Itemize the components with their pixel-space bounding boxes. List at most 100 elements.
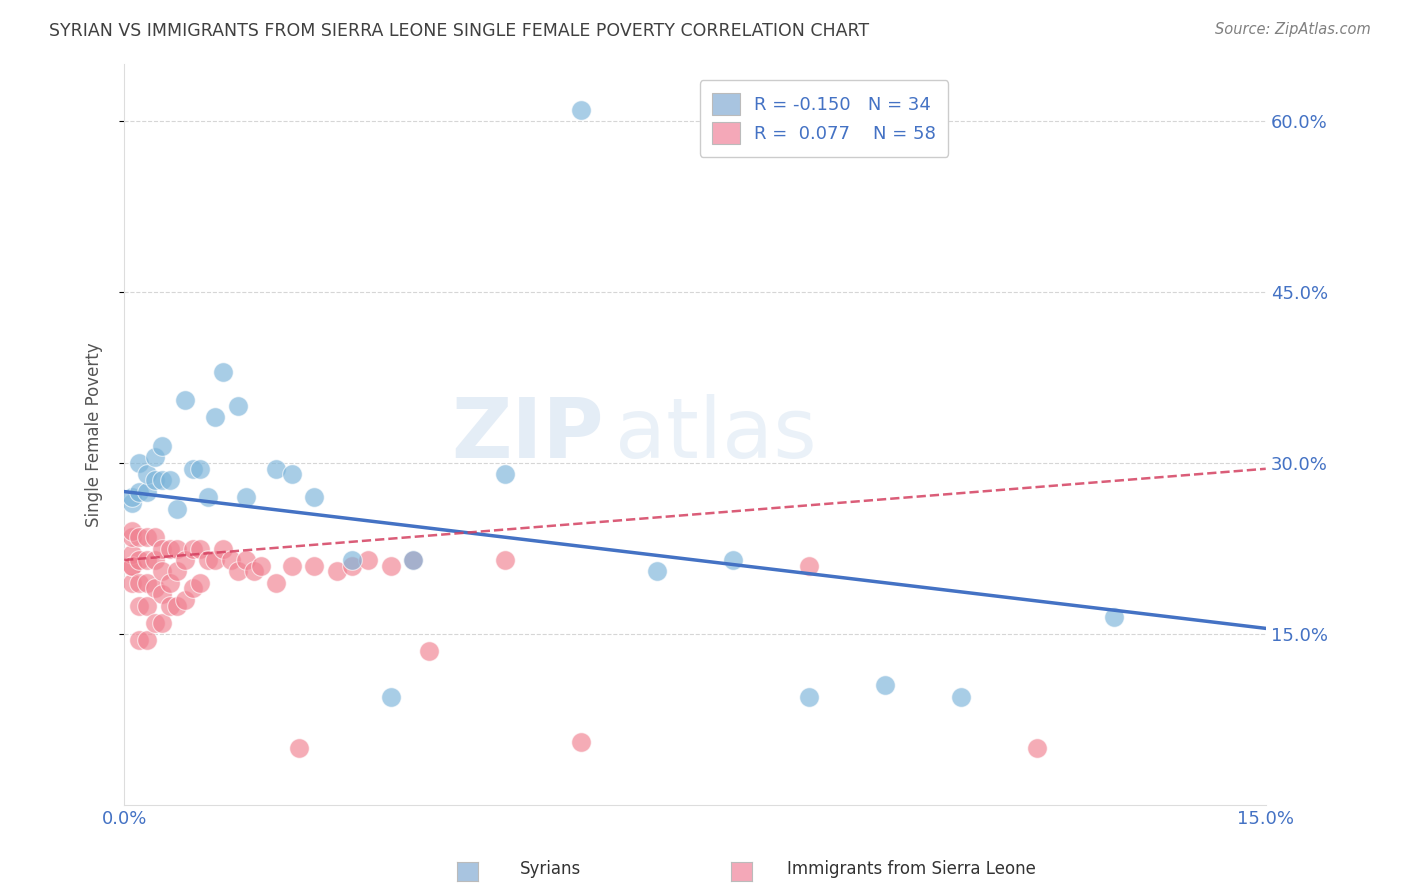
Point xyxy=(143,553,166,567)
Point xyxy=(402,553,425,567)
Point xyxy=(197,553,219,567)
Point xyxy=(569,103,592,117)
Point xyxy=(121,575,143,590)
Text: Source: ZipAtlas.com: Source: ZipAtlas.com xyxy=(1215,22,1371,37)
Text: atlas: atlas xyxy=(614,394,817,475)
Point xyxy=(326,565,349,579)
Point xyxy=(188,541,211,556)
Point xyxy=(242,565,264,579)
Point xyxy=(219,553,242,567)
Point xyxy=(166,541,188,556)
Point xyxy=(150,541,173,556)
Point xyxy=(159,541,181,556)
Point xyxy=(204,553,226,567)
Point xyxy=(128,599,150,613)
Point xyxy=(174,393,197,408)
Point xyxy=(304,490,326,504)
Point xyxy=(494,553,516,567)
Point xyxy=(266,462,288,476)
Point xyxy=(143,615,166,630)
Point xyxy=(188,575,211,590)
Point xyxy=(212,541,235,556)
Point xyxy=(121,547,143,561)
Text: Syrians: Syrians xyxy=(520,860,582,878)
Y-axis label: Single Female Poverty: Single Female Poverty xyxy=(86,343,103,527)
Point xyxy=(121,490,143,504)
Point xyxy=(226,565,249,579)
Point xyxy=(121,496,143,510)
Point xyxy=(181,462,204,476)
Point xyxy=(250,558,273,573)
Text: Immigrants from Sierra Leone: Immigrants from Sierra Leone xyxy=(787,860,1036,878)
Point xyxy=(797,690,820,704)
Point xyxy=(342,553,364,567)
Point xyxy=(136,467,159,482)
Point xyxy=(166,565,188,579)
Point xyxy=(136,553,159,567)
Point xyxy=(174,553,197,567)
Point xyxy=(875,678,897,692)
Point xyxy=(188,462,211,476)
Point xyxy=(494,467,516,482)
Text: ZIP: ZIP xyxy=(451,394,603,475)
Point xyxy=(402,553,425,567)
Point xyxy=(128,632,150,647)
Point xyxy=(159,599,181,613)
Point xyxy=(569,735,592,749)
Point xyxy=(181,541,204,556)
Point xyxy=(143,582,166,596)
Point xyxy=(136,599,159,613)
Point xyxy=(166,501,188,516)
Point xyxy=(150,439,173,453)
Point xyxy=(280,558,302,573)
Point xyxy=(121,524,143,539)
Point xyxy=(128,456,150,470)
Point xyxy=(166,599,188,613)
Point xyxy=(159,575,181,590)
Point xyxy=(128,484,150,499)
Point xyxy=(797,558,820,573)
Point xyxy=(128,553,150,567)
Point xyxy=(150,473,173,487)
Point xyxy=(136,484,159,499)
Point xyxy=(721,553,744,567)
Legend: R = -0.150   N = 34, R =  0.077    N = 58: R = -0.150 N = 34, R = 0.077 N = 58 xyxy=(700,80,949,157)
Point xyxy=(1026,741,1049,756)
Point xyxy=(136,632,159,647)
Point xyxy=(143,473,166,487)
Point xyxy=(235,490,257,504)
Point xyxy=(150,587,173,601)
Point xyxy=(174,593,197,607)
Point xyxy=(266,575,288,590)
Point xyxy=(280,467,302,482)
Point xyxy=(204,410,226,425)
Point xyxy=(950,690,973,704)
Point xyxy=(645,565,668,579)
Point xyxy=(143,450,166,465)
Point xyxy=(121,558,143,573)
Point xyxy=(150,615,173,630)
Point xyxy=(143,530,166,544)
Point xyxy=(159,473,181,487)
Point xyxy=(380,690,402,704)
Point xyxy=(418,644,440,658)
Point xyxy=(342,558,364,573)
Point xyxy=(136,530,159,544)
Point xyxy=(150,565,173,579)
Point xyxy=(380,558,402,573)
Point xyxy=(128,530,150,544)
Point xyxy=(304,558,326,573)
Point xyxy=(128,575,150,590)
Point xyxy=(136,575,159,590)
Point xyxy=(288,741,311,756)
Point xyxy=(357,553,380,567)
Point xyxy=(212,365,235,379)
Point xyxy=(197,490,219,504)
Point xyxy=(121,558,143,573)
Text: SYRIAN VS IMMIGRANTS FROM SIERRA LEONE SINGLE FEMALE POVERTY CORRELATION CHART: SYRIAN VS IMMIGRANTS FROM SIERRA LEONE S… xyxy=(49,22,869,40)
Point xyxy=(226,399,249,413)
Point xyxy=(235,553,257,567)
Point xyxy=(1102,610,1125,624)
Point xyxy=(181,582,204,596)
Point xyxy=(121,530,143,544)
